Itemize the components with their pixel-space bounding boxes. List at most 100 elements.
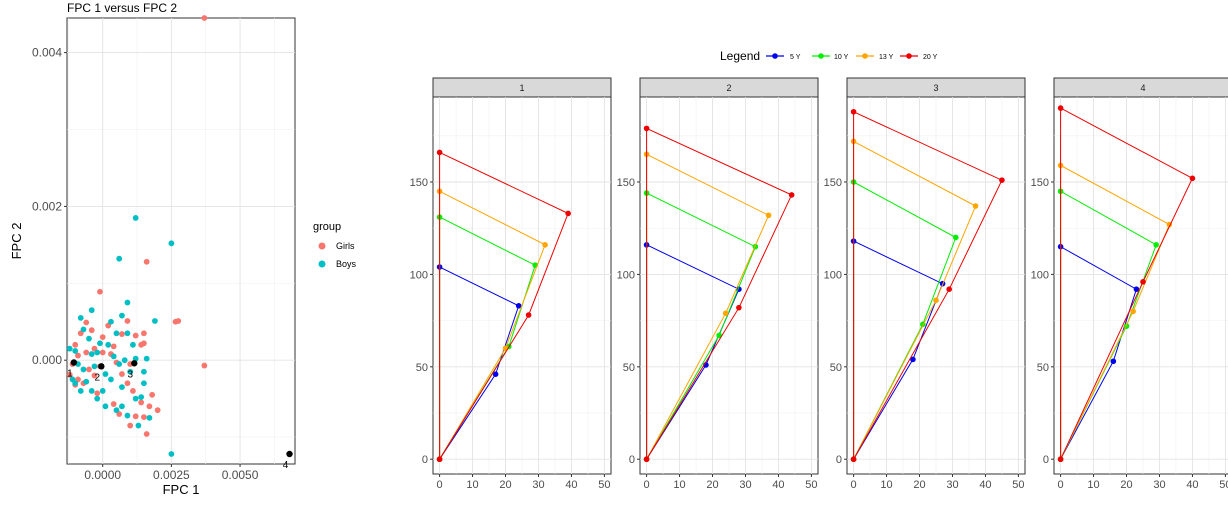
facet-y-tick-label: 150 xyxy=(617,177,635,189)
facet-x-tick-label: 0 xyxy=(851,479,857,491)
facet-x-tick-label: 50 xyxy=(1012,479,1024,491)
series-point-20y xyxy=(850,456,857,463)
labeled-point-label-3: 3 xyxy=(128,369,134,380)
scatter-x-tick-label: 0.0025 xyxy=(153,468,190,482)
legend-swatch-10y xyxy=(818,53,824,59)
scatter-point-boys xyxy=(113,407,120,414)
scatter-point-girls xyxy=(86,366,92,373)
series-point-5y xyxy=(1110,358,1117,365)
facet-x-tick-label: 10 xyxy=(673,479,685,491)
series-point-20y xyxy=(565,210,571,217)
scatter-point-girls xyxy=(83,349,90,356)
scatter-point-boys xyxy=(108,376,114,383)
scatter-point-girls xyxy=(143,258,150,265)
facet-x-tick-label: 30 xyxy=(1153,479,1165,491)
scatter-point-boys xyxy=(113,330,120,337)
series-point-20y xyxy=(1189,175,1196,182)
facet-x-tick-label: 40 xyxy=(1186,479,1198,491)
scatter-point-boys xyxy=(143,355,150,362)
series-point-20y xyxy=(436,149,443,156)
legend-entry-5y: 5 Y xyxy=(766,53,801,61)
legend-entry-20y: 20 Y xyxy=(900,53,938,61)
facet-x-tick-label: 0 xyxy=(1058,479,1064,491)
facet-y-tick-label: 0 xyxy=(629,454,635,466)
scatter-point-girls xyxy=(146,403,153,410)
facet-panel-4: 401020304050050100150 xyxy=(1031,77,1228,491)
series-point-20y xyxy=(643,125,650,132)
scatter-x-tick-label: 0.0050 xyxy=(222,468,259,482)
scatter-point-boys xyxy=(77,314,84,321)
facet-x-tick-label: 10 xyxy=(1087,479,1099,491)
facet-y-tick-label: 50 xyxy=(1037,362,1049,374)
facet-y-tick-label: 100 xyxy=(824,269,842,281)
legend-label-13y: 13 Y xyxy=(879,54,894,61)
scatter-y-tick-label: 0.004 xyxy=(32,46,62,60)
scatter-point-girls xyxy=(119,331,125,337)
scatter-legend: group Girls Boys xyxy=(313,221,357,269)
labeled-point-2 xyxy=(98,363,105,370)
facet-y-tick-label: 0 xyxy=(836,454,842,466)
labeled-point-label-4: 4 xyxy=(283,460,289,471)
facet-y-tick-label: 50 xyxy=(416,362,428,374)
faceted-legend: Legend 5 Y 10 Y 13 Y 20 Y xyxy=(720,49,938,63)
series-point-13y xyxy=(722,310,729,317)
scatter-point-boys xyxy=(99,388,106,394)
scatter-point-boys xyxy=(168,240,175,247)
series-point-20y xyxy=(1057,456,1064,463)
facet-x-tick-label: 30 xyxy=(532,479,544,491)
legend-label-20y: 20 Y xyxy=(923,54,938,61)
scatter-x-axis: 0.0000 0.0025 0.0050 xyxy=(84,464,259,482)
legend-entry-13y: 13 Y xyxy=(856,53,894,61)
facet-y-tick-label: 50 xyxy=(830,362,842,374)
scatter-x-axis-title: FPC 1 xyxy=(163,482,200,497)
scatter-point-boys xyxy=(146,414,153,421)
facet-strip-label: 1 xyxy=(519,83,524,93)
series-point-20y xyxy=(1140,279,1146,285)
scatter-point-boys xyxy=(72,348,79,354)
facet-y-tick-label: 100 xyxy=(410,269,428,281)
scatter-point-boys xyxy=(97,340,103,347)
scatter-point-boys xyxy=(94,349,101,356)
scatter-x-tick-label: 0.0000 xyxy=(84,468,121,482)
scatter-point-boys xyxy=(119,403,125,410)
series-point-5y xyxy=(1133,286,1140,292)
series-point-20y xyxy=(525,312,532,318)
facet-x-tick-label: 50 xyxy=(1219,479,1228,491)
facet-y-tick-label: 100 xyxy=(1031,269,1049,281)
series-point-13y xyxy=(542,242,548,248)
series-point-13y xyxy=(502,345,509,352)
series-point-5y xyxy=(492,371,499,378)
scatter-point-girls xyxy=(72,341,79,348)
scatter-point-boys xyxy=(94,395,101,402)
scatter-plot: FPC 1 versus FPC 2 1 2 34 0.0000 0.0025 0.00… xyxy=(9,1,357,497)
facet-x-tick-label: 30 xyxy=(946,479,958,491)
scatter-point-boys xyxy=(132,395,139,402)
series-point-20y xyxy=(436,456,443,463)
scatter-point-boys xyxy=(141,380,147,387)
legend-label-5y: 5 Y xyxy=(790,54,801,61)
scatter-point-boys xyxy=(80,326,87,333)
facet-x-tick-label: 30 xyxy=(739,479,751,491)
legend-label-10y: 10 Y xyxy=(834,54,849,61)
series-point-13y xyxy=(1130,308,1136,315)
labeled-point-label-2: 2 xyxy=(95,372,101,383)
scatter-point-girls xyxy=(75,352,81,359)
scatter-point-boys xyxy=(77,388,84,394)
legend-entry-10y: 10 Y xyxy=(812,53,849,61)
series-point-5y xyxy=(910,356,916,363)
series-point-20y xyxy=(736,304,742,311)
scatter-point-girls xyxy=(127,422,134,429)
labeled-point-4 xyxy=(286,450,293,458)
labeled-point-label-1: 1 xyxy=(67,368,73,379)
facet-strip-label: 2 xyxy=(726,83,731,93)
scatter-point-girls xyxy=(175,318,182,324)
scatter-point-boys xyxy=(116,255,123,262)
scatter-point-girls xyxy=(138,399,145,406)
scatter-point-girls xyxy=(132,413,139,420)
scatter-point-girls xyxy=(110,401,117,407)
scatter-point-girls xyxy=(91,372,98,379)
scatter-point-boys xyxy=(102,371,109,377)
